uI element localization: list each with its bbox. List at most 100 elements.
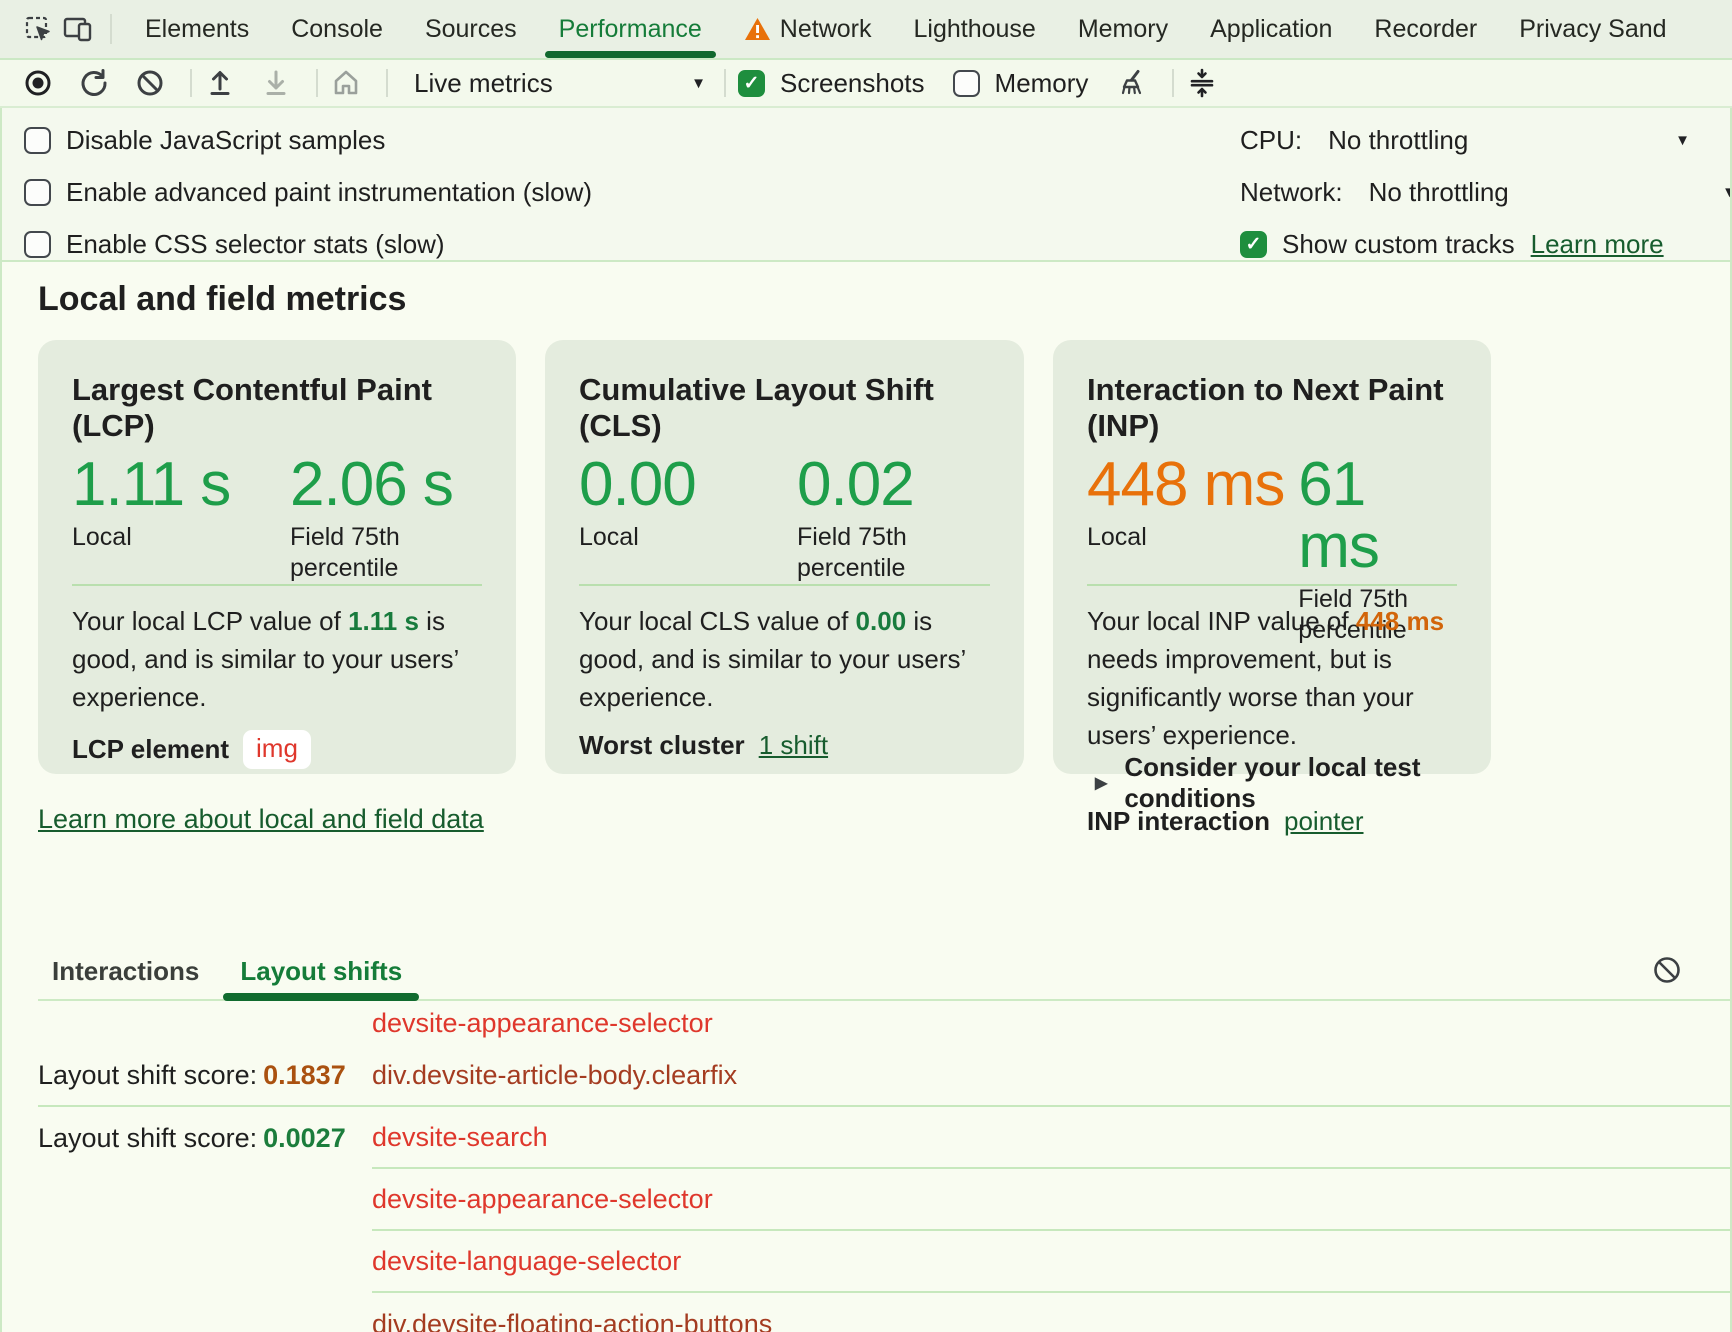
inp-interaction-label: INP interaction	[1087, 806, 1271, 836]
cls-local-value: 0.00	[579, 450, 697, 519]
clear-log-button[interactable]	[1652, 955, 1682, 985]
local-field-data-learn-more-link[interactable]: Learn more about local and field data	[38, 804, 484, 834]
tab-network[interactable]: Network	[723, 0, 893, 58]
inp-field-label: Field 75th percentile	[1298, 585, 1409, 644]
tab-interactions[interactable]: Interactions	[52, 956, 200, 986]
gc-brush-button[interactable]	[1116, 66, 1148, 100]
tab-application[interactable]: Application	[1189, 0, 1353, 58]
worst-cluster-label: Worst cluster	[579, 730, 745, 760]
block-icon	[137, 70, 163, 96]
lcp-element-label: LCP element	[72, 734, 230, 764]
inp-card: Interaction to Next Paint (INP) 448 ms L…	[1053, 340, 1491, 836]
toolbar-separator	[316, 69, 318, 97]
reload-and-record-button[interactable]	[78, 66, 110, 100]
shift-element-cell: div.devsite-article-body.clearfix	[372, 1045, 1730, 1105]
tab-recorder[interactable]: Recorder	[1353, 0, 1498, 58]
inp-interaction-link[interactable]: pointer	[1284, 806, 1364, 836]
tab-elements[interactable]: Elements	[124, 0, 270, 58]
shift-element-cell: div.devsite-floating-action-buttons	[372, 1293, 1730, 1332]
cls-description: Your local CLS value of 0.00 is good, an…	[579, 602, 990, 716]
tab-sources[interactable]: Sources	[404, 0, 538, 58]
download-icon	[266, 70, 286, 95]
shift-score-cell	[38, 1293, 372, 1332]
checkbox-unchecked	[952, 69, 980, 97]
inspect-element-button[interactable]	[18, 9, 58, 49]
clear-recordings-button[interactable]	[134, 66, 166, 100]
home-icon	[334, 70, 358, 95]
css-selector-stats-checkbox[interactable]: Enable CSS selector stats (slow)	[24, 218, 1730, 260]
cpu-throttling-select[interactable]: No throttling	[1328, 124, 1469, 155]
shift-score-cell	[38, 1231, 372, 1293]
tab-label: Privacy Sand	[1519, 14, 1667, 43]
chevron-down-icon[interactable]: ▼	[1722, 184, 1730, 201]
card-divider	[579, 584, 990, 586]
tab-label: Lighthouse	[913, 14, 1036, 43]
upload-profile-button[interactable]	[204, 66, 236, 100]
record-button[interactable]	[22, 66, 54, 100]
shift-score-cell: Layout shift score: 0.1837	[38, 1045, 372, 1105]
home-button[interactable]	[330, 66, 362, 100]
tab-label: Network	[779, 14, 872, 43]
card-divider	[72, 584, 482, 586]
layout-shift-row[interactable]: devsite-language-selector	[38, 1231, 1730, 1293]
tab-label: Application	[1210, 14, 1333, 43]
tab-lighthouse[interactable]: Lighthouse	[892, 0, 1056, 58]
layout-shift-row[interactable]: devsite-appearance-selector	[38, 1001, 1730, 1045]
disable-js-samples-checkbox[interactable]: Disable JavaScript samples	[24, 114, 1730, 166]
device-toolbar-button[interactable]	[58, 9, 98, 49]
shift-score-cell	[38, 1169, 372, 1231]
local-test-conditions-disclosure[interactable]: ▶ Consider your local test conditions	[1087, 752, 1457, 813]
inp-local-column: 448 ms Local	[1087, 454, 1298, 584]
tab-performance[interactable]: Performance	[538, 0, 723, 58]
block-icon	[1654, 957, 1680, 983]
show-custom-tracks-checkbox[interactable]: ✓ Show custom tracks	[1240, 218, 1515, 260]
inp-field-column: 61 ms Field 75th percentile	[1298, 454, 1457, 645]
cls-field-column: 0.02 Field 75th percentile	[797, 454, 937, 584]
worst-cluster-link[interactable]: 1 shift	[758, 730, 829, 760]
checkmark-icon: ✓	[1245, 233, 1262, 255]
memory-checkbox[interactable]: Memory	[952, 68, 1088, 99]
checkbox-checked: ✓	[1240, 230, 1267, 258]
device-toolbar-icon	[63, 17, 92, 42]
element-node-link[interactable]: div.devsite-article-body.clearfix	[372, 1059, 738, 1090]
cpu-label: CPU:	[1240, 124, 1303, 155]
logs-tabbar: Interactions Layout shifts	[38, 955, 1730, 1001]
cpu-throttling-row: CPU: No throttling ▼	[1240, 114, 1730, 166]
toolbar-separator	[386, 69, 388, 97]
layout-shift-row[interactable]: div.devsite-floating-action-buttons	[38, 1293, 1730, 1332]
chevron-down-icon[interactable]: ▼	[1675, 131, 1690, 149]
tab-memory[interactable]: Memory	[1057, 0, 1189, 58]
layout-shift-row[interactable]: devsite-appearance-selector	[38, 1169, 1730, 1231]
network-throttling-select[interactable]: No throttling	[1368, 176, 1509, 207]
element-node-link[interactable]: devsite-appearance-selector	[372, 1183, 713, 1214]
checkbox-unchecked	[24, 230, 51, 258]
element-node-link[interactable]: devsite-language-selector	[372, 1245, 682, 1276]
reload-icon	[81, 69, 107, 96]
tab-layout-shifts[interactable]: Layout shifts	[223, 956, 419, 1001]
layout-shift-row[interactable]: Layout shift score: 0.1837 div.devsite-ar…	[38, 1045, 1730, 1107]
live-metrics-view: Local and field metrics Largest Contentf…	[2, 262, 1730, 1332]
desc-value: 0.00	[855, 606, 907, 636]
advanced-paint-instrumentation-checkbox[interactable]: Enable advanced paint instrumentation (s…	[24, 166, 1730, 218]
element-node-link[interactable]: devsite-search	[372, 1121, 548, 1152]
lcp-field-column: 2.06 s Field 75th percentile	[290, 454, 454, 584]
custom-tracks-learn-more-link[interactable]: Learn more	[1530, 228, 1664, 259]
lcp-element-row: LCP element img	[72, 730, 482, 769]
lcp-element-node-link[interactable]: img	[243, 730, 311, 769]
inp-local-value: 448 ms	[1087, 450, 1285, 519]
desc-text: needs improvement, but is significantly …	[1087, 644, 1414, 750]
checkbox-checked: ✓	[738, 69, 765, 97]
live-metrics-dropdown[interactable]: Live metrics ▼	[414, 68, 706, 99]
element-node-link[interactable]: div.devsite-floating-action-buttons	[372, 1308, 773, 1332]
download-profile-button[interactable]	[260, 66, 292, 100]
element-node-link[interactable]: devsite-appearance-selector	[372, 1007, 713, 1038]
layout-shift-row[interactable]: Layout shift score: 0.0027 devsite-search	[38, 1107, 1730, 1169]
network-throttling-row: Network: No throttling ▼	[1240, 166, 1730, 218]
screenshots-checkbox[interactable]: ✓ Screenshots	[738, 68, 925, 99]
collapse-panel-button[interactable]	[1186, 66, 1218, 100]
live-metrics-label: Live metrics	[414, 67, 553, 98]
tab-console[interactable]: Console	[270, 0, 404, 58]
lcp-card-title: Largest Contentful Paint (LCP)	[72, 372, 432, 443]
tab-privacy-sandbox[interactable]: Privacy Sand	[1498, 0, 1687, 58]
tab-label: Performance	[558, 14, 702, 43]
